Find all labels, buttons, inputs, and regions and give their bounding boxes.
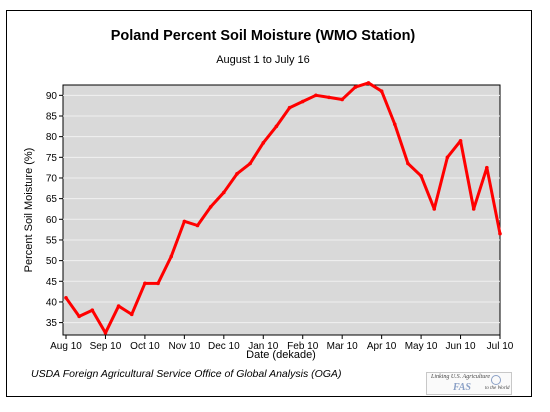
- plot-area: [62, 84, 501, 336]
- x-axis-label: Date (dekade): [246, 349, 316, 361]
- data-point: [432, 207, 437, 211]
- y-tick-label: 75: [46, 153, 58, 164]
- fas-logo: Linking U.S. Agriculture FAS to the Worl…: [426, 372, 512, 395]
- x-tick-label: Jun 10: [446, 341, 476, 352]
- series-line: [64, 81, 502, 335]
- y-tick-label: 35: [46, 318, 58, 329]
- data-point: [261, 141, 266, 145]
- data-point: [327, 95, 331, 100]
- data-point: [485, 165, 489, 170]
- data-point: [64, 296, 68, 300]
- data-point: [182, 219, 187, 224]
- data-point: [314, 93, 318, 98]
- gridlines: [63, 94, 500, 324]
- x-tick-label: May 10: [405, 341, 438, 352]
- y-tick-label: 85: [46, 111, 58, 122]
- x-tick-label: Sep 10: [90, 341, 122, 352]
- data-point: [129, 312, 134, 317]
- source-footer: USDA Foreign Agricultural Service Office…: [31, 368, 342, 380]
- data-point: [248, 161, 252, 166]
- data-point: [392, 122, 397, 127]
- data-point: [287, 105, 292, 110]
- data-point: [274, 124, 279, 129]
- logo-tagline-top: Linking U.S. Agriculture: [431, 374, 490, 380]
- x-axis-ticks: Aug 10 Sep 10 Oct 10 Nov 10 Dec 10 Jan 10 Feb …: [50, 335, 514, 352]
- x-tick-label: Aug 10: [50, 341, 82, 352]
- data-point: [379, 89, 384, 93]
- data-point: [300, 99, 305, 104]
- y-tick-label: 55: [46, 235, 58, 246]
- data-point: [353, 85, 358, 89]
- data-point: [406, 161, 410, 166]
- x-tick-label: Mar 10: [327, 341, 359, 352]
- data-point: [103, 331, 108, 335]
- x-tick-label: Apr 10: [367, 341, 397, 352]
- x-tick-label: Jan 10: [248, 341, 278, 352]
- data-point: [156, 281, 160, 286]
- y-tick-label: 50: [46, 256, 58, 267]
- x-tick-label: Nov 10: [169, 341, 201, 352]
- data-point: [419, 174, 423, 178]
- y-tick-label: 80: [46, 132, 58, 143]
- y-tick-label: 45: [46, 277, 58, 288]
- y-axis-ticks: 35 40 45 50 55 60 65 70 75 80 85 90: [46, 91, 63, 329]
- x-tick-label: Oct 10: [130, 341, 160, 352]
- x-tick-label: Dec 10: [208, 341, 240, 352]
- logo-wordmark: FAS: [453, 382, 471, 393]
- data-point: [222, 190, 226, 195]
- series-layer: [64, 81, 502, 335]
- x-tick-label: Feb 10: [287, 341, 319, 352]
- logo-tagline-bottom: to the World: [485, 386, 510, 391]
- y-tick-label: 65: [46, 194, 58, 205]
- data-point: [445, 155, 450, 160]
- data-point: [90, 308, 95, 313]
- chart-title: Poland Percent Soil Moisture (WMO Statio…: [110, 28, 416, 44]
- data-point: [143, 281, 147, 286]
- y-axis-label: Percent Soil Moisture (%): [23, 148, 35, 273]
- data-point: [458, 138, 463, 143]
- data-point: [208, 205, 213, 209]
- chart-subtitle: August 1 to July 16: [216, 54, 310, 66]
- globe-icon: [491, 375, 501, 385]
- data-point: [498, 231, 502, 236]
- data-point: [116, 304, 121, 308]
- data-point: [340, 97, 344, 102]
- y-tick-label: 90: [46, 91, 58, 102]
- data-point: [235, 172, 239, 176]
- data-point: [471, 207, 476, 211]
- data-point: [169, 254, 174, 259]
- x-tick-label: Jul 10: [487, 341, 514, 352]
- data-point: [366, 81, 371, 85]
- y-tick-label: 40: [46, 297, 58, 308]
- y-tick-label: 60: [46, 215, 58, 226]
- data-point: [77, 314, 81, 319]
- data-point: [195, 223, 200, 228]
- y-tick-label: 70: [46, 173, 58, 184]
